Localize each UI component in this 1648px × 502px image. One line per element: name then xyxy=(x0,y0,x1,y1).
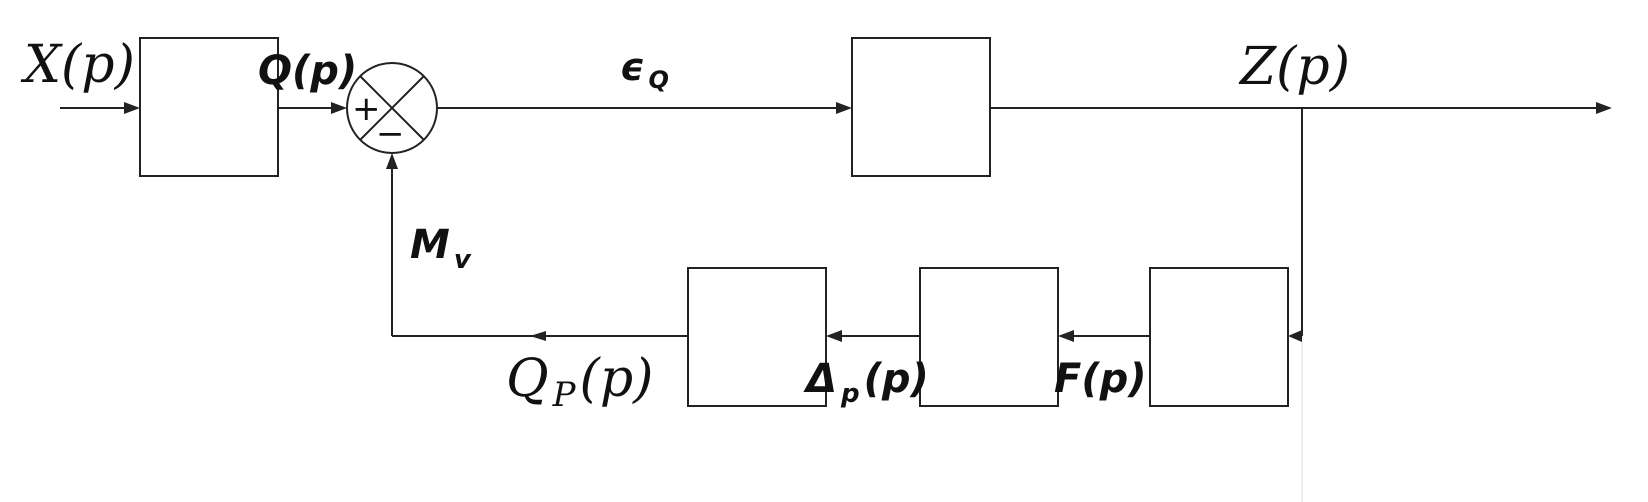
plus-sign: + xyxy=(352,89,381,129)
label-mv-sub: v xyxy=(454,245,472,275)
arrowhead-sum-feedback xyxy=(386,153,398,169)
forward-block xyxy=(851,37,991,177)
label-mv-base: M xyxy=(410,222,450,268)
arrowhead-block2 xyxy=(1058,330,1074,342)
label-delta: Δ p (p) xyxy=(803,356,929,409)
label-qp-base: Q xyxy=(506,349,549,409)
label-f: F(p) xyxy=(1054,356,1147,402)
summing-junction: + − xyxy=(346,62,438,154)
minus-sign: − xyxy=(376,114,405,154)
arrowhead-block1 xyxy=(1288,330,1302,342)
summing-junction-cross-2 xyxy=(359,75,425,141)
label-epsilon-sub: Q xyxy=(649,66,669,94)
label-qp-arg: (p) xyxy=(580,349,654,409)
label-qp-sub: P xyxy=(552,375,577,415)
label-epsilon-q: ϵ Q xyxy=(620,45,669,94)
feedback-block-1 xyxy=(1149,267,1289,407)
label-epsilon-base: ϵ xyxy=(620,45,645,89)
label-delta-sub: p xyxy=(840,379,860,409)
feedback-block-2 xyxy=(919,267,1059,407)
arrowhead-input xyxy=(124,102,140,114)
label-z: Z(p) xyxy=(1238,37,1350,97)
arrowhead-forward-block xyxy=(836,102,852,114)
label-mv: M v xyxy=(410,222,472,275)
arrowhead-feedback-mid xyxy=(530,331,546,341)
feedback-block-3 xyxy=(687,267,827,407)
input-block xyxy=(139,37,279,177)
label-q: Q(p) xyxy=(258,48,357,94)
label-delta-base: Δ xyxy=(803,356,837,402)
arrowhead-output xyxy=(1596,102,1612,114)
label-x: X(p) xyxy=(20,35,135,95)
arrowhead-sum-input xyxy=(331,102,347,114)
label-qp: Q P (p) xyxy=(506,349,653,415)
arrowhead-block3 xyxy=(826,330,842,342)
label-delta-arg: (p) xyxy=(864,356,929,402)
